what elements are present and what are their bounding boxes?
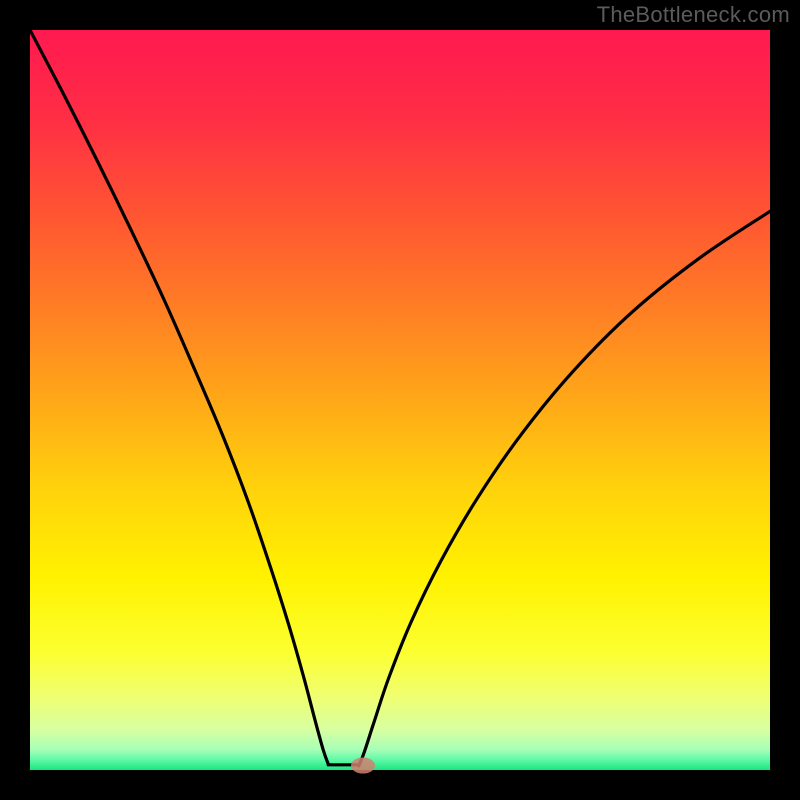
watermark-text: TheBottleneck.com [597, 2, 790, 28]
plot-background-gradient [30, 30, 770, 770]
optimum-marker [351, 758, 375, 774]
chart-container: { "watermark": { "text": "TheBottleneck.… [0, 0, 800, 800]
bottleneck-chart [0, 0, 800, 800]
